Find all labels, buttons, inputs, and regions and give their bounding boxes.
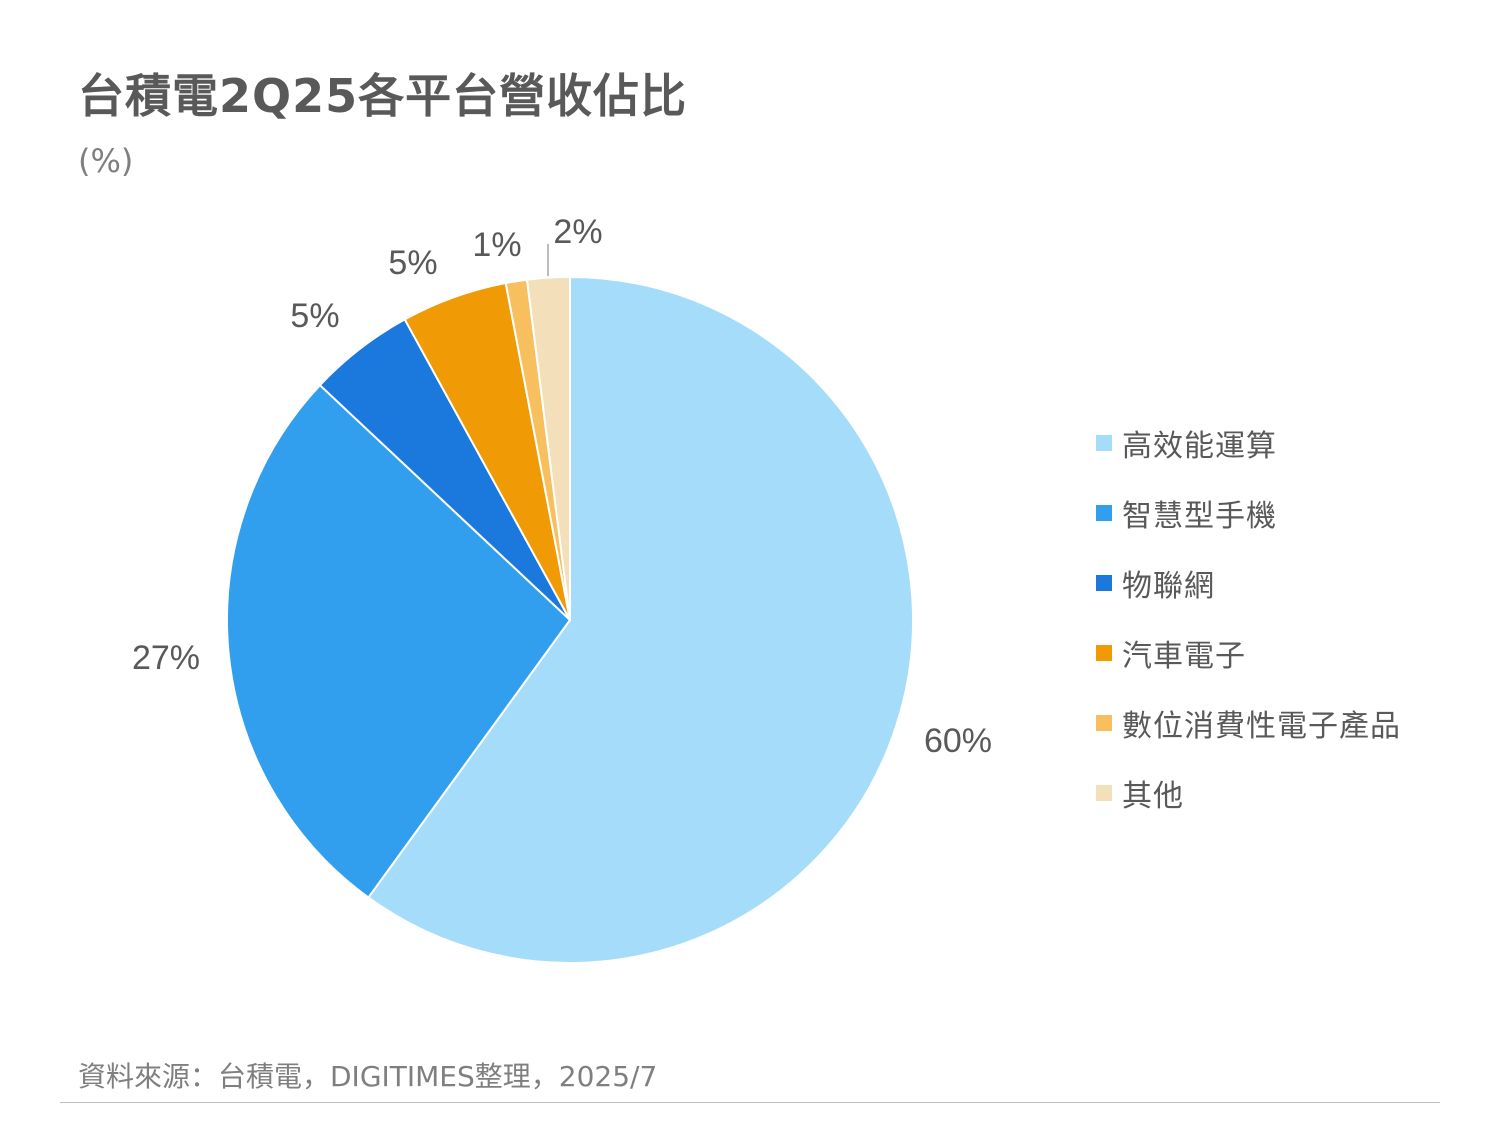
legend-label: 數位消費性電子產品 <box>1122 709 1401 744</box>
legend-item-3: 物聯網 <box>1096 548 1401 618</box>
legend-swatch <box>1096 435 1112 451</box>
legend-label: 智慧型手機 <box>1122 499 1277 534</box>
legend-swatch <box>1096 715 1112 731</box>
legend-item-4: 汽車電子 <box>1096 618 1401 688</box>
pie-slice-2 <box>226 383 572 899</box>
legend-item-6: 其他 <box>1096 758 1401 828</box>
data-label-2: 27% <box>132 639 200 677</box>
legend-item-1: 高效能運算 <box>1096 408 1401 478</box>
data-label-1: 60% <box>924 722 992 760</box>
legend-swatch <box>1096 785 1112 801</box>
footer-divider <box>60 1102 1440 1103</box>
legend-item-5: 數位消費性電子產品 <box>1096 688 1401 758</box>
legend-label: 物聯網 <box>1122 569 1215 604</box>
data-label-4: 5% <box>388 244 437 282</box>
pie-slice-6 <box>525 275 571 621</box>
data-label-6: 2% <box>553 213 602 251</box>
legend-swatch <box>1096 575 1112 591</box>
chart-legend: 高效能運算智慧型手機物聯網汽車電子數位消費性電子產品 其他 <box>1096 408 1401 828</box>
legend-swatch <box>1096 645 1112 661</box>
legend-label: 高效能運算 <box>1122 429 1277 464</box>
pie-slice-1 <box>366 275 915 964</box>
legend-label: 汽車電子 <box>1122 639 1246 674</box>
legend-swatch <box>1096 505 1112 521</box>
chart-unit: (%) <box>78 142 134 180</box>
legend-label: 其他 <box>1122 779 1184 814</box>
chart-title: 台積電2Q25各平台營收佔比 <box>78 69 688 123</box>
legend-item-2: 智慧型手機 <box>1096 478 1401 548</box>
data-label-3: 5% <box>290 297 339 335</box>
data-label-5: 1% <box>472 226 521 264</box>
source-note: 資料來源：台積電，DIGITIMES整理，2025/7 <box>78 1060 658 1093</box>
